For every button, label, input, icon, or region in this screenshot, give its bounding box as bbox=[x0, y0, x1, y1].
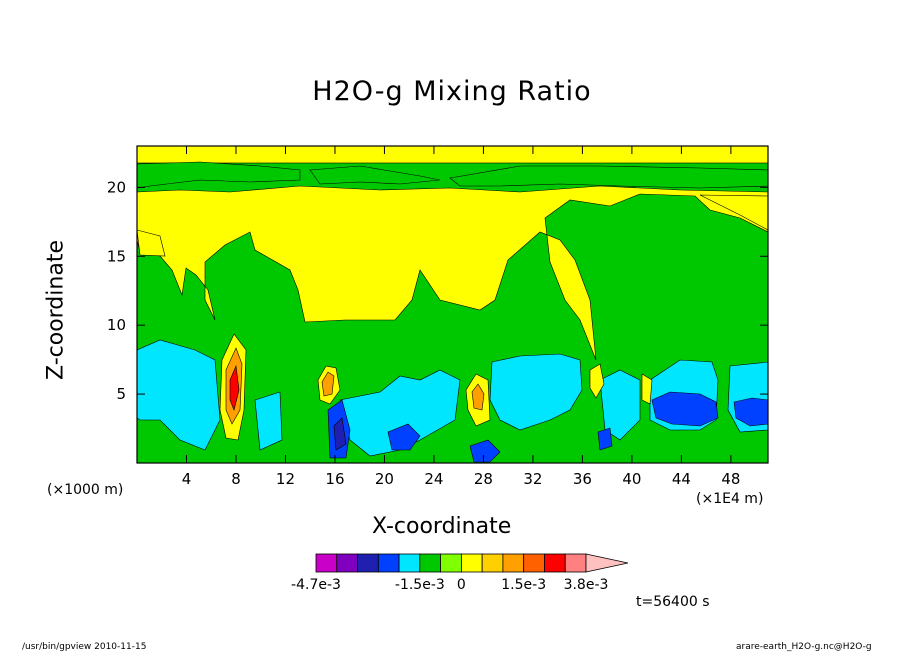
field-plume-16km-orange bbox=[321, 371, 335, 397]
y-tick-label: 20 bbox=[107, 178, 126, 196]
x-tick-label: 16 bbox=[325, 470, 344, 488]
field-blue-core3 bbox=[387, 423, 421, 451]
x-tick-label: 4 bbox=[182, 470, 192, 488]
x-tick-label: 8 bbox=[231, 470, 241, 488]
field-navy-core bbox=[333, 417, 347, 451]
field-green-top2 bbox=[309, 165, 441, 185]
colorbar-swatch bbox=[564, 553, 587, 573]
field-yellow-right bbox=[699, 194, 768, 231]
field-upper-yellow bbox=[137, 185, 768, 361]
y-tick-label: 10 bbox=[107, 316, 126, 334]
field-blue-core1 bbox=[651, 391, 719, 427]
x-scale-label: (×1E4 m) bbox=[696, 491, 764, 507]
colorbar-label: -4.7e-3 bbox=[291, 577, 341, 593]
colorbar-swatch bbox=[336, 553, 358, 573]
x-axis-label: X-coordinate bbox=[372, 514, 512, 539]
x-tick-label: 32 bbox=[523, 470, 542, 488]
contour-field bbox=[137, 146, 768, 463]
x-tick-label: 12 bbox=[276, 470, 295, 488]
y-tick-label: 15 bbox=[107, 247, 126, 265]
y-axis-label: Z-coordinate bbox=[43, 240, 69, 380]
colorbar-label: 3.8e-3 bbox=[564, 577, 609, 593]
field-plume-36km bbox=[589, 363, 605, 399]
x-tick-label: 24 bbox=[424, 470, 443, 488]
x-unit-label: (×1000 m) bbox=[47, 482, 124, 498]
field-blue-core4 bbox=[597, 427, 613, 451]
x-tick-label: 44 bbox=[672, 470, 691, 488]
colorbar-swatch bbox=[377, 553, 400, 573]
x-tick-label: 28 bbox=[474, 470, 493, 488]
field-cyan-center bbox=[489, 353, 583, 431]
field-cyan-mid bbox=[339, 369, 461, 457]
colorbar-swatch bbox=[460, 553, 483, 573]
x-tick-label: 36 bbox=[573, 470, 592, 488]
field-top-band bbox=[137, 146, 768, 164]
x-tick-label: 20 bbox=[375, 470, 394, 488]
colorbar-swatch bbox=[544, 553, 566, 573]
colorbar: -4.7e-3 -1.5e-3 0 1.5e-3 3.8e-3 bbox=[291, 553, 629, 593]
colorbar-label: 1.5e-3 bbox=[501, 577, 546, 593]
plot-frame bbox=[136, 145, 769, 464]
field-blue-core6 bbox=[469, 439, 501, 463]
colorbar-arrow bbox=[585, 553, 629, 573]
x-axis: 4 8 12 16 20 24 28 32 36 40 44 48 bbox=[182, 146, 740, 488]
time-label: t=56400 s bbox=[636, 594, 710, 610]
field-yellow-mid bbox=[137, 229, 166, 257]
colorbar-swatch bbox=[357, 553, 379, 573]
x-tick-label: 40 bbox=[622, 470, 641, 488]
field-green-top3 bbox=[449, 165, 768, 189]
field-cyan-left bbox=[137, 339, 221, 451]
colorbar-swatch bbox=[502, 553, 525, 573]
field-cyan-bottom1 bbox=[254, 391, 283, 451]
field-plume-8km-red bbox=[229, 364, 240, 411]
y-axis: 5 10 15 20 bbox=[107, 178, 768, 403]
field-blue-core2 bbox=[733, 397, 768, 427]
colorbar-swatch bbox=[419, 553, 442, 573]
colorbar-label: 0 bbox=[457, 577, 466, 593]
footer-left: /usr/bin/gpview 2010-11-15 bbox=[22, 642, 147, 652]
field-plume-40km bbox=[641, 373, 653, 405]
y-tick-label: 5 bbox=[116, 385, 126, 403]
colorbar-swatch bbox=[481, 553, 504, 573]
colorbar-swatch bbox=[398, 553, 421, 573]
footer-right: arare-earth_H2O-g.nc@H2O-g bbox=[736, 642, 872, 652]
chart-title: H2O-g Mixing Ratio bbox=[312, 76, 592, 107]
colorbar-swatch bbox=[315, 553, 338, 573]
colorbar-swatch bbox=[523, 553, 545, 573]
field-plume-28km-orange bbox=[471, 383, 485, 411]
x-tick-label: 48 bbox=[721, 470, 740, 488]
colorbar-label: -1.5e-3 bbox=[395, 577, 445, 593]
colorbar-swatch bbox=[440, 553, 462, 573]
